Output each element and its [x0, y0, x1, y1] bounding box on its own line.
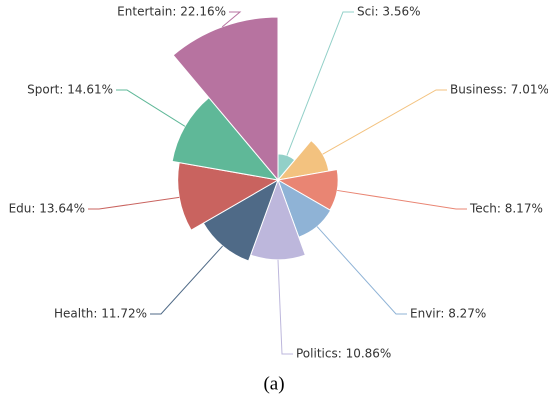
leader-line	[286, 11, 354, 156]
slice-label: Sci: 3.56%	[357, 5, 421, 19]
slice	[171, 96, 280, 181]
slice-label: Entertain: 22.16%	[117, 5, 226, 19]
caption: (a)	[263, 373, 284, 394]
slice-label: Health: 11.72%	[54, 307, 147, 321]
slice-label: Sport: 14.61%	[27, 83, 113, 97]
leader-line	[150, 245, 223, 315]
slice-label: Edu: 13.64%	[9, 202, 85, 216]
leader-line	[221, 11, 242, 28]
slice-group	[177, 161, 280, 231]
leader-line	[277, 259, 293, 355]
leader-line	[116, 89, 186, 127]
slice-group	[171, 96, 280, 181]
slice-label: Tech: 8.17%	[469, 202, 543, 216]
leader-line	[316, 226, 407, 315]
leader-line	[88, 196, 180, 210]
slice-label: Politics: 10.86%	[296, 347, 391, 361]
slice-label: Envir: 8.27%	[410, 307, 486, 321]
slice-group	[172, 16, 279, 182]
slice	[177, 161, 280, 231]
leader-line	[322, 89, 447, 155]
slice-label: Business: 7.01%	[450, 83, 548, 97]
leader-line	[337, 189, 467, 210]
slice	[172, 16, 279, 182]
